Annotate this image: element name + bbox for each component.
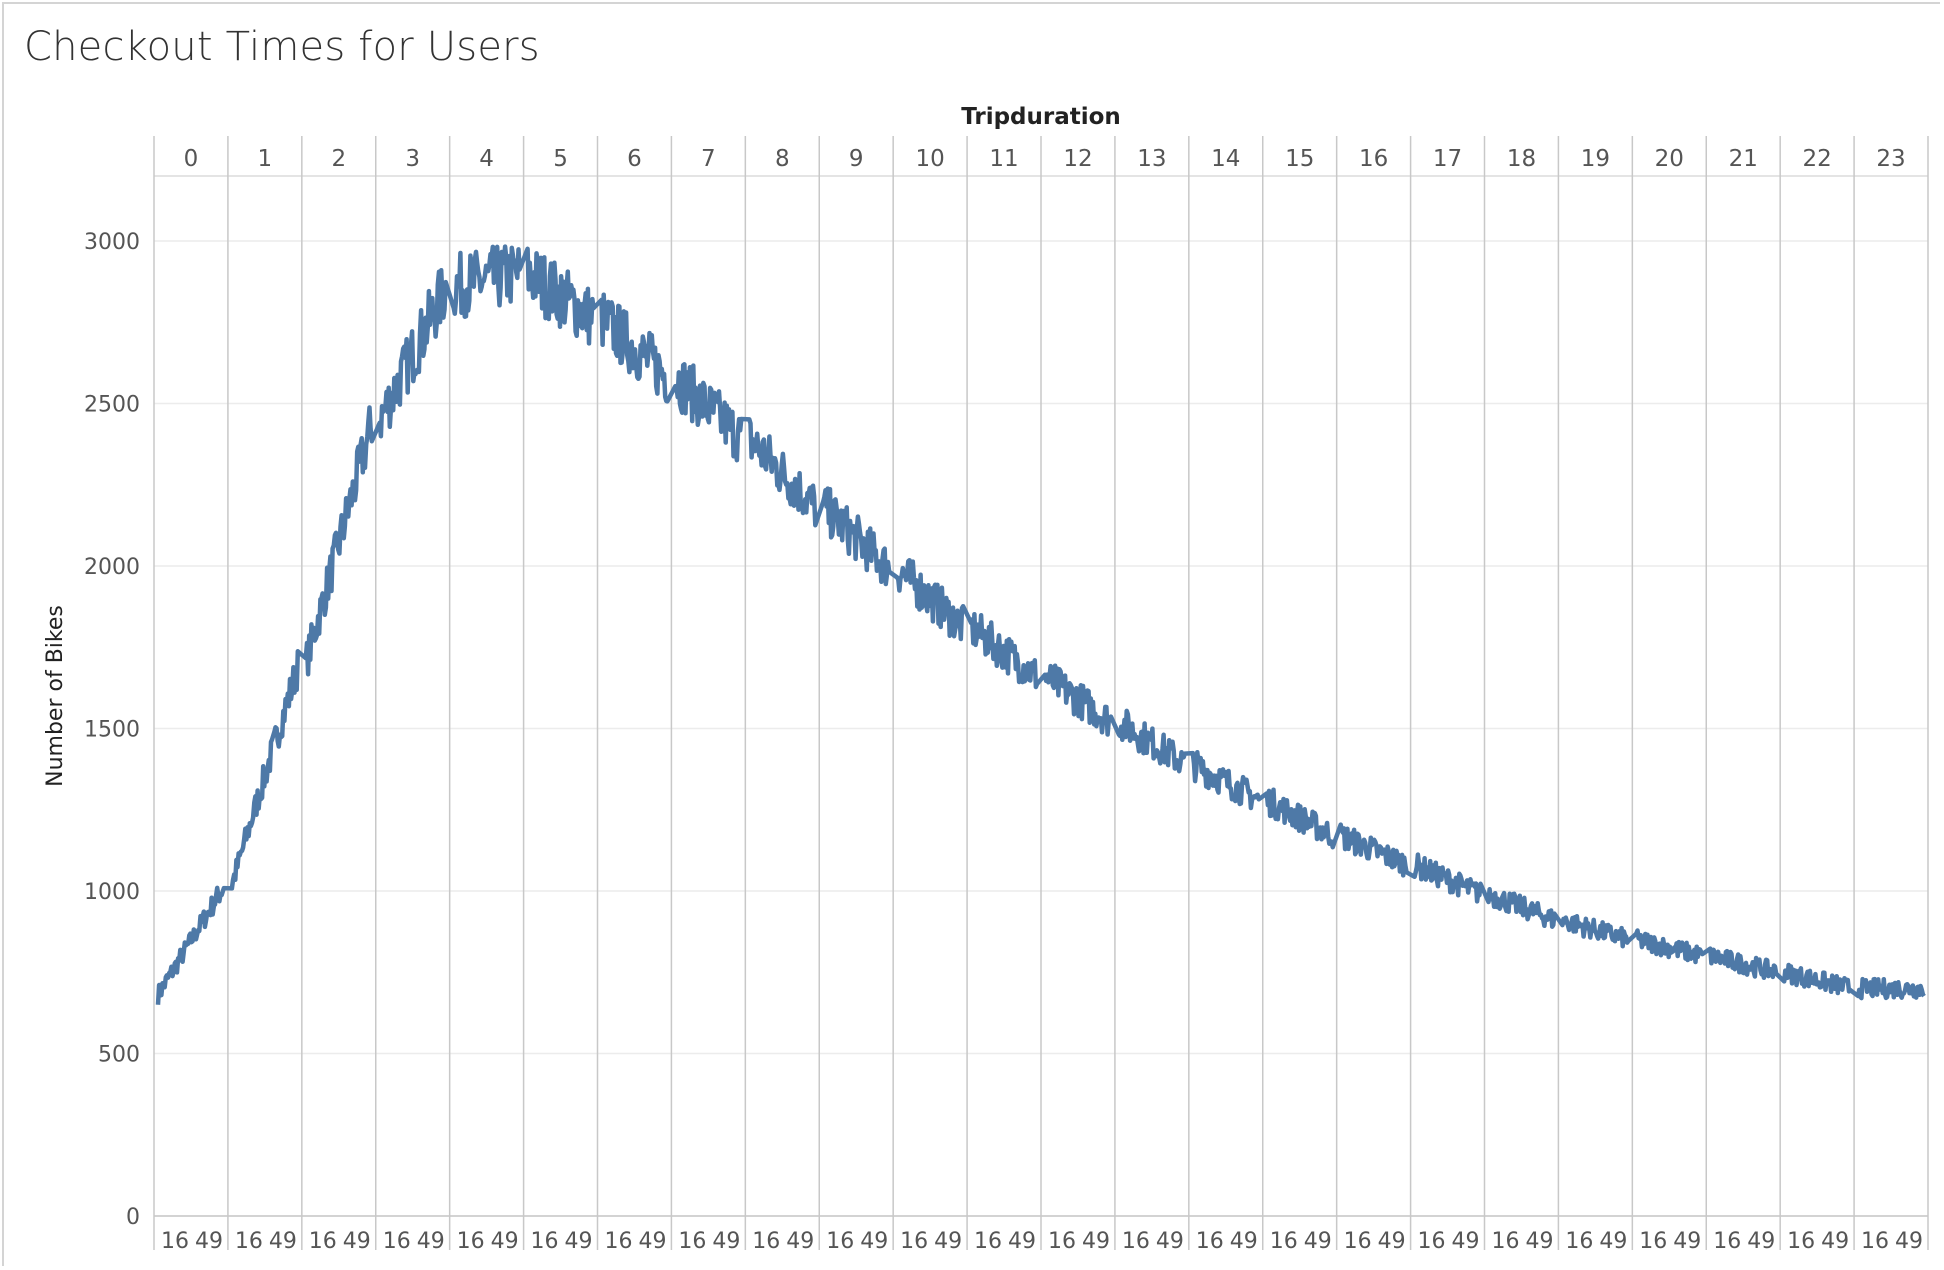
panel-header-label: 21 xyxy=(1729,146,1758,172)
x-tick-label: 16 xyxy=(1418,1229,1446,1254)
x-tick-label: 49 xyxy=(1895,1229,1923,1254)
y-tick-label: 1500 xyxy=(84,718,140,743)
y-tick-label: 1000 xyxy=(84,880,140,905)
x-tick-label: 16 xyxy=(826,1229,854,1254)
x-tick-label: 49 xyxy=(1082,1229,1110,1254)
x-tick-label: 49 xyxy=(638,1229,666,1254)
y-tick-label: 2500 xyxy=(84,393,140,418)
panel-header-label: 0 xyxy=(184,146,199,172)
x-tick-label: 49 xyxy=(1821,1229,1849,1254)
chart-title: Checkout Times for Users xyxy=(24,24,540,70)
x-tick-label: 49 xyxy=(343,1229,371,1254)
x-tick-label: 49 xyxy=(269,1229,297,1254)
x-tick-label: 49 xyxy=(1304,1229,1332,1254)
panel-header-label: 4 xyxy=(479,146,494,172)
x-tick-label: 49 xyxy=(1008,1229,1036,1254)
x-tick-label: 16 xyxy=(235,1229,263,1254)
panel-header-label: 9 xyxy=(849,146,864,172)
x-tick-label: 49 xyxy=(712,1229,740,1254)
x-tick-label: 16 xyxy=(1861,1229,1889,1254)
x-tick-label: 16 xyxy=(309,1229,337,1254)
x-tick-label: 16 xyxy=(1344,1229,1372,1254)
x-tick-label: 16 xyxy=(531,1229,559,1254)
x-tick-label: 49 xyxy=(1599,1229,1627,1254)
column-header-label: Tripduration xyxy=(961,104,1121,130)
x-tick-label: 16 xyxy=(1196,1229,1224,1254)
panel-header-label: 12 xyxy=(1063,146,1092,172)
panel-header-label: 1 xyxy=(258,146,273,172)
x-tick-label: 16 xyxy=(1713,1229,1741,1254)
panel-header-label: 16 xyxy=(1359,146,1388,172)
x-tick-label: 49 xyxy=(417,1229,445,1254)
x-tick-label: 16 xyxy=(1270,1229,1298,1254)
x-tick-label: 16 xyxy=(1565,1229,1593,1254)
panel-header-label: 23 xyxy=(1876,146,1905,172)
x-tick-label: 16 xyxy=(1048,1229,1076,1254)
x-tick-label: 49 xyxy=(491,1229,519,1254)
x-tick-label: 16 xyxy=(974,1229,1002,1254)
y-tick-label: 3000 xyxy=(84,230,140,255)
panel-header-label: 13 xyxy=(1137,146,1166,172)
panel-header-label: 3 xyxy=(405,146,420,172)
x-tick-label: 49 xyxy=(1156,1229,1184,1254)
x-tick-label: 16 xyxy=(604,1229,632,1254)
panel-header-label: 2 xyxy=(331,146,346,172)
y-tick-label: 500 xyxy=(98,1043,140,1068)
x-tick-label: 49 xyxy=(1230,1229,1258,1254)
x-tick-label: 16 xyxy=(1639,1229,1667,1254)
x-tick-label: 49 xyxy=(934,1229,962,1254)
x-tick-label: 16 xyxy=(1491,1229,1519,1254)
x-tick-label: 16 xyxy=(457,1229,485,1254)
x-tick-label: 16 xyxy=(383,1229,411,1254)
y-tick-label: 0 xyxy=(126,1205,140,1230)
series-line xyxy=(155,244,1926,1005)
panel-header-label: 14 xyxy=(1211,146,1240,172)
y-tick-label: 2000 xyxy=(84,555,140,580)
x-tick-label: 49 xyxy=(1525,1229,1553,1254)
x-tick-label: 49 xyxy=(1378,1229,1406,1254)
panel-header-label: 8 xyxy=(775,146,790,172)
panel-header-label: 22 xyxy=(1802,146,1831,172)
x-tick-label: 49 xyxy=(860,1229,888,1254)
y-axis-title: Number of Bikes xyxy=(43,605,68,787)
panel-header-label: 17 xyxy=(1433,146,1462,172)
panel-header-label: 15 xyxy=(1285,146,1314,172)
x-tick-label: 49 xyxy=(1452,1229,1480,1254)
x-tick-label: 49 xyxy=(1747,1229,1775,1254)
panel-header-label: 10 xyxy=(915,146,944,172)
panel-header-label: 18 xyxy=(1507,146,1536,172)
panel-header-label: 6 xyxy=(627,146,642,172)
x-tick-label: 49 xyxy=(1673,1229,1701,1254)
x-tick-label: 16 xyxy=(1122,1229,1150,1254)
panel-header-label: 5 xyxy=(553,146,568,172)
x-tick-label: 49 xyxy=(565,1229,593,1254)
x-tick-label: 49 xyxy=(786,1229,814,1254)
panel-header-label: 11 xyxy=(989,146,1018,172)
panel-header-label: 20 xyxy=(1655,146,1684,172)
x-tick-label: 49 xyxy=(195,1229,223,1254)
panel-header-label: 19 xyxy=(1581,146,1610,172)
x-tick-label: 16 xyxy=(678,1229,706,1254)
x-tick-label: 16 xyxy=(752,1229,780,1254)
x-tick-label: 16 xyxy=(161,1229,189,1254)
x-tick-label: 16 xyxy=(900,1229,928,1254)
panel-header-label: 7 xyxy=(701,146,716,172)
x-tick-label: 16 xyxy=(1787,1229,1815,1254)
